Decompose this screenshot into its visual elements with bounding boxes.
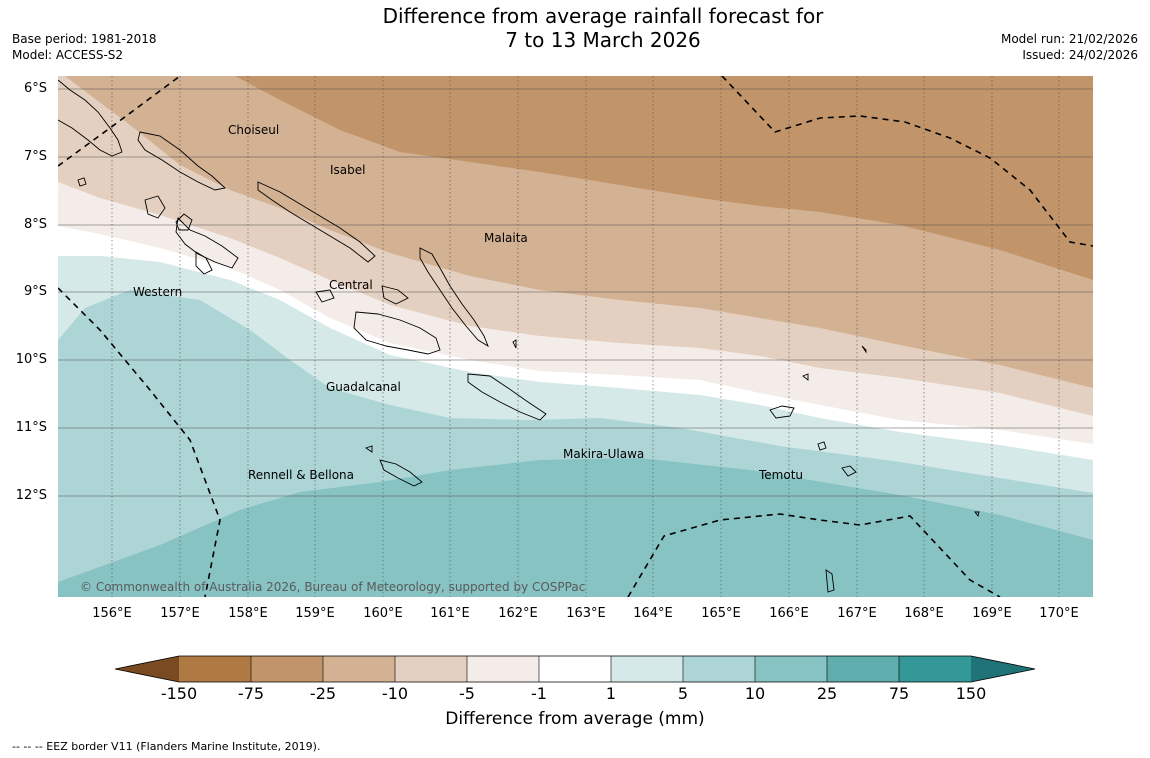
graticule <box>58 76 1093 597</box>
lon-label: 170°E <box>1039 606 1079 621</box>
lon-label: 163°E <box>566 606 606 621</box>
colorbar-tick: -75 <box>237 684 265 703</box>
lat-label: 6°S <box>23 81 47 96</box>
island-sikaiana <box>512 339 517 349</box>
island-kolombangara <box>175 213 193 231</box>
colorbar-tick: -150 <box>160 684 198 703</box>
colorbar-tick: 75 <box>888 684 910 703</box>
lon-label: 165°E <box>701 606 741 621</box>
region-label-isabel: Isabel <box>330 163 366 177</box>
lat-label: 7°S <box>23 149 47 164</box>
colorbar-segment <box>323 656 395 682</box>
colorbar-tick: -1 <box>531 684 547 703</box>
colorbar-tick: 5 <box>677 684 689 703</box>
island-isabel <box>257 181 376 263</box>
colorbar-tick: -5 <box>459 684 475 703</box>
issued-date: Issued: 24/02/2026 <box>1022 48 1138 62</box>
colorbar-tick: 1 <box>605 684 617 703</box>
lon-label: 156°E <box>92 606 132 621</box>
island-ontong-java <box>861 345 867 354</box>
model-name: Model: ACCESS-S2 <box>12 48 124 62</box>
island-bellona <box>364 445 373 453</box>
title-line-2: 7 to 13 March 2026 <box>505 28 701 52</box>
region-label-temotu: Temotu <box>759 468 804 482</box>
island-bougainville <box>58 79 123 157</box>
rainfall-field <box>58 76 1093 597</box>
lat-label: 12°S <box>15 488 47 503</box>
lon-label: 162°E <box>498 606 538 621</box>
island-florida <box>381 285 409 305</box>
island-guadalcanal <box>353 311 441 355</box>
island-choiseul <box>137 131 226 191</box>
island-russell <box>315 289 335 303</box>
island-tikopia <box>825 569 835 593</box>
lon-label: 167°E <box>837 606 877 621</box>
lon-label: 164°E <box>633 606 673 621</box>
lon-label: 161°E <box>430 606 470 621</box>
lon-label: 158°E <box>228 606 268 621</box>
colorbar-segment <box>755 656 827 682</box>
colorbar <box>114 655 1036 683</box>
coastlines <box>58 79 980 593</box>
colorbar-tick: -10 <box>381 684 409 703</box>
region-label-rennell-bellona: Rennell & Bellona <box>248 468 355 482</box>
colorbar-segment <box>467 656 539 682</box>
colorbar-segment <box>683 656 755 682</box>
colorbar-segment <box>179 656 251 682</box>
colorbar-segment <box>899 656 971 682</box>
colorbar-segment <box>539 656 611 682</box>
island-utupua <box>817 441 827 451</box>
island-reef-islands <box>802 373 809 381</box>
colorbar-segment <box>395 656 467 682</box>
island-vanikoro <box>841 465 857 477</box>
region-label-guadalcanal: Guadalcanal <box>326 380 401 394</box>
colorbar-tick: -25 <box>309 684 337 703</box>
eez-border <box>58 76 1093 597</box>
island-makira <box>467 373 547 421</box>
island-malaita <box>419 247 489 348</box>
map-title: Difference from average rainfall forecas… <box>0 4 1150 52</box>
island-vella-lavella <box>144 195 166 219</box>
colorbar-outline <box>114 655 1036 683</box>
base-period: Base period: 1981-2018 <box>12 32 157 46</box>
colorbar-segment <box>251 656 323 682</box>
region-label-choiseul: Choiseul <box>228 123 280 137</box>
island-santa-cruz <box>769 405 795 419</box>
colorbar-label: Difference from average (mm) <box>445 709 705 729</box>
colorbar-tick: 150 <box>955 684 987 703</box>
copyright-notice: © Commonwealth of Australia 2026, Bureau… <box>80 580 586 594</box>
lat-label: 10°S <box>15 352 47 367</box>
eez-legend-note: -- -- -- EEZ border V11 (Flanders Marine… <box>12 740 321 753</box>
lon-label: 166°E <box>769 606 809 621</box>
lon-label: 168°E <box>904 606 944 621</box>
region-label-malaita: Malaita <box>484 231 528 245</box>
colorbar-tick: 10 <box>744 684 766 703</box>
island-rennell <box>379 459 423 487</box>
region-label-central: Central <box>329 278 373 292</box>
island-anuta <box>974 511 980 518</box>
lon-label: 159°E <box>295 606 335 621</box>
colorbar-extend-low <box>115 656 179 682</box>
lon-label: 160°E <box>363 606 403 621</box>
region-label-western: Western <box>133 285 183 299</box>
island-shortland <box>77 177 87 187</box>
title-line-1: Difference from average rainfall forecas… <box>382 4 824 28</box>
colorbar-segment <box>827 656 899 682</box>
model-run: Model run: 21/02/2026 <box>1000 32 1138 46</box>
lon-label: 169°E <box>972 606 1012 621</box>
colorbar-extend-high <box>971 656 1035 682</box>
island-new-georgia <box>175 217 239 269</box>
colorbar-segment <box>611 656 683 682</box>
meta-left: Base period: 1981-2018 Model: ACCESS-S2 <box>12 31 157 63</box>
lat-label: 8°S <box>23 217 47 232</box>
meta-right: Model run: 21/02/2026 Issued: 24/02/2026 <box>1001 31 1138 63</box>
band-neg25 <box>235 76 1093 280</box>
lat-label: 11°S <box>15 420 47 435</box>
lon-label: 157°E <box>160 606 200 621</box>
colorbar-tick: 25 <box>816 684 838 703</box>
lat-label: 9°S <box>23 284 47 299</box>
island-rendova <box>195 251 213 275</box>
region-label-makira-ulawa: Makira-Ulawa <box>563 447 645 461</box>
